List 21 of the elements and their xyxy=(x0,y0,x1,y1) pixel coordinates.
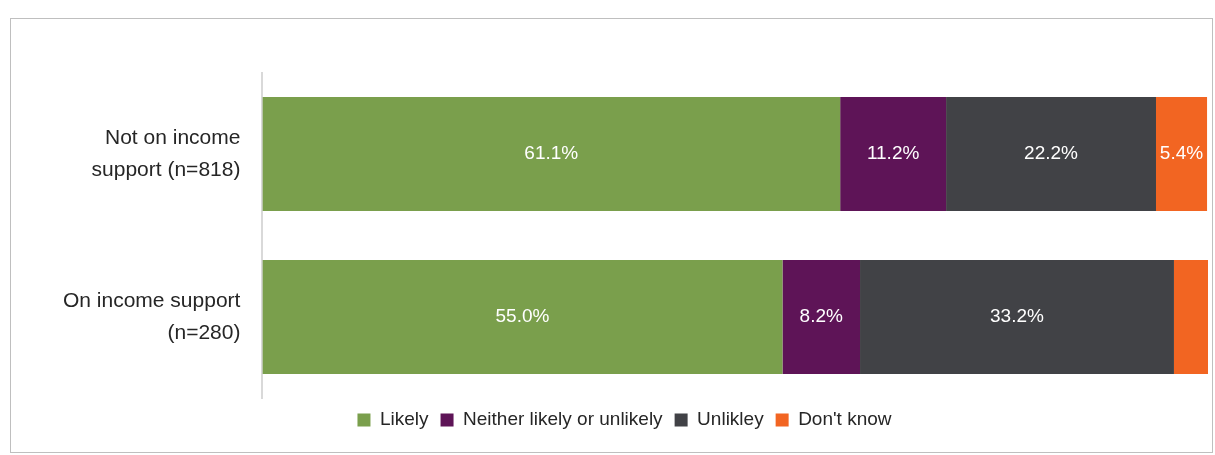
legend-label: Likely xyxy=(379,408,430,430)
data-label: 8.2% xyxy=(799,305,844,327)
data-label: 11.2% xyxy=(866,142,920,164)
y-tick-label: On income support (n=280) xyxy=(62,288,241,343)
data-label: 5.4% xyxy=(1159,142,1204,164)
bar xyxy=(860,259,1174,375)
bar xyxy=(1155,96,1208,212)
bar xyxy=(1173,259,1208,375)
legend-label: Neither likely or unlikely xyxy=(463,408,664,430)
bar xyxy=(262,259,783,375)
y-tick-label: Not on income support (n=818) xyxy=(91,125,241,180)
data-label: 61.1% xyxy=(524,142,579,164)
bar xyxy=(782,259,861,375)
bar xyxy=(946,96,1156,212)
legend-label: Don't know xyxy=(798,408,892,430)
data-label: 55.0% xyxy=(495,305,550,327)
data-label: 33.2% xyxy=(990,305,1045,327)
bar xyxy=(840,96,947,212)
data-label: 22.2% xyxy=(1024,142,1079,164)
legend-label: Unlikley xyxy=(697,408,765,430)
bar xyxy=(262,96,841,212)
